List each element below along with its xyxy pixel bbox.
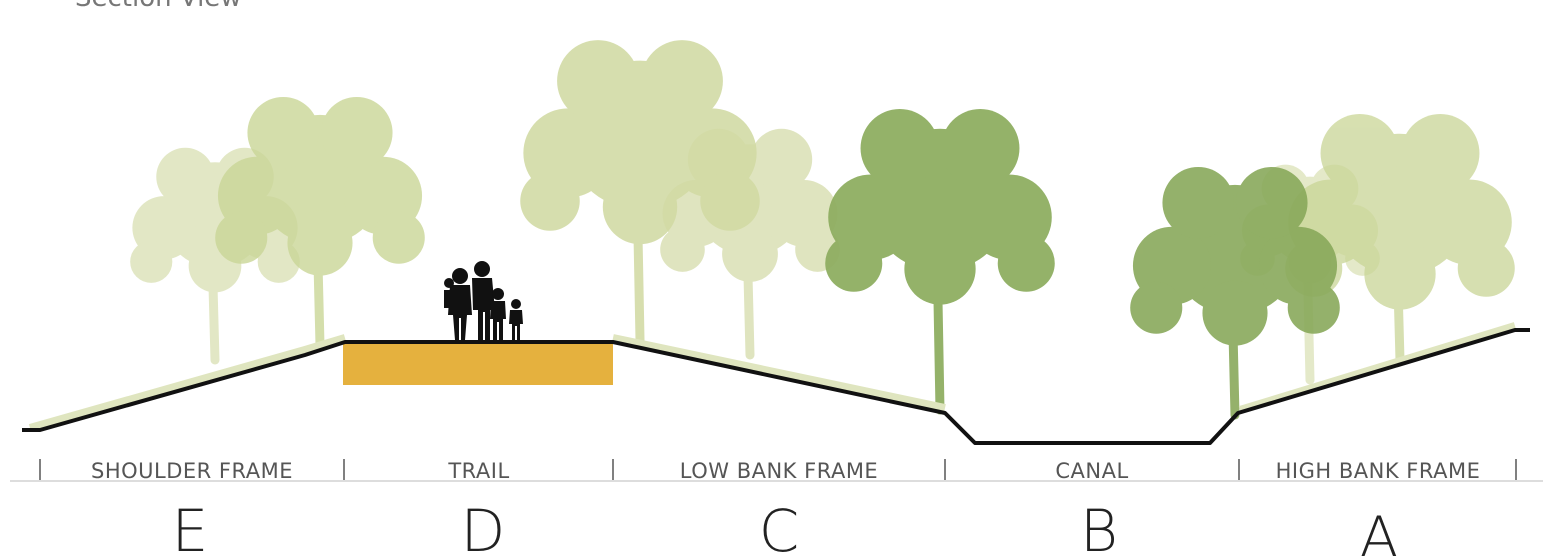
dividers: [39, 459, 1517, 480]
title: Section View: [75, 0, 242, 13]
tree-canopy: [520, 171, 580, 231]
zone-letter: E: [172, 497, 209, 556]
tree-canopy: [1320, 114, 1399, 193]
zone-letter: B: [1080, 497, 1118, 556]
tree-canopy: [602, 169, 678, 245]
tree: [1130, 166, 1340, 420]
grass: [28, 322, 1517, 432]
tree-canopy: [904, 233, 976, 305]
zone-label: LOW BANK FRAME: [680, 459, 878, 483]
trail-base: [343, 344, 613, 385]
tree-canopy: [722, 226, 778, 282]
zone-label: TRAIL: [447, 459, 509, 483]
tree-canopy: [1287, 281, 1340, 334]
tree-canopy: [557, 40, 639, 122]
people: [444, 261, 523, 340]
zone-label: CANAL: [1055, 459, 1128, 483]
tree-canopy: [641, 40, 723, 122]
tree-canopy: [215, 211, 268, 264]
tree-canopy: [1457, 239, 1515, 297]
zone-label: HIGH BANK FRAME: [1276, 459, 1481, 483]
ground-line: [22, 328, 1530, 445]
tree-canopy: [287, 210, 353, 276]
tree: [660, 128, 840, 360]
zone-label: SHOULDER FRAME: [91, 459, 293, 483]
tree-canopy: [1401, 114, 1480, 193]
tree-canopy: [1202, 280, 1268, 346]
tree-canopy: [247, 96, 320, 169]
tree: [825, 109, 1055, 415]
tree-canopy: [130, 240, 173, 283]
tree-canopy: [320, 96, 393, 169]
tree-canopy: [941, 109, 1020, 188]
tree-canopy: [687, 128, 750, 191]
tree-canopy: [1364, 238, 1436, 310]
tree-canopy: [372, 211, 425, 264]
tree: [215, 96, 425, 350]
zone-letter: C: [759, 497, 800, 556]
trees: [130, 40, 1515, 420]
tree-canopy: [860, 109, 939, 188]
tree-canopy: [997, 234, 1055, 292]
zone-letter: A: [1359, 504, 1399, 556]
tree-canopy: [1130, 281, 1183, 334]
tree-canopy: [1162, 166, 1235, 239]
tree-canopy: [1235, 166, 1308, 239]
tree-canopy: [750, 128, 813, 191]
tree-canopy: [825, 234, 883, 292]
tree-canopy: [660, 227, 705, 272]
tree-canopy: [156, 147, 215, 206]
zone-letter: D: [461, 497, 506, 556]
